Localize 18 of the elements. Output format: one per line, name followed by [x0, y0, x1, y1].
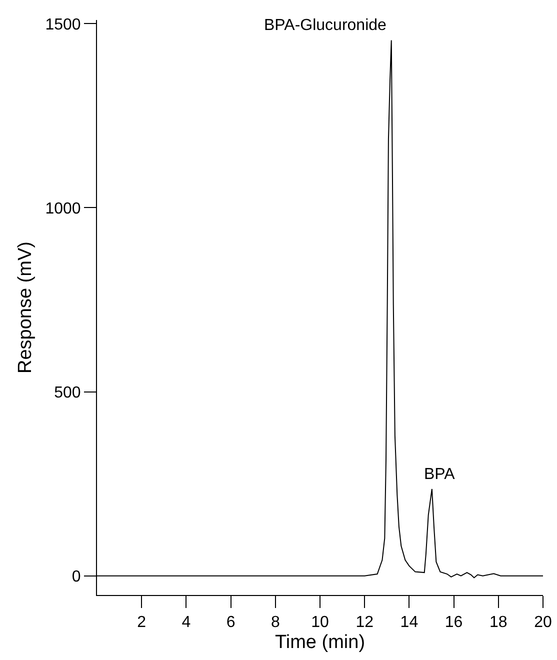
- x-tick-label: 16: [444, 614, 463, 632]
- x-tick-label: 10: [311, 614, 329, 632]
- annotation: BPA: [424, 466, 456, 483]
- y-tick-label: 500: [54, 384, 81, 402]
- x-tick-label: 12: [356, 614, 374, 632]
- x-axis-title: Time (min): [274, 632, 366, 653]
- x-tick-label: 20: [534, 614, 552, 632]
- y-axis-title: Response (mV): [15, 242, 36, 374]
- x-tick-label: 4: [182, 614, 191, 632]
- y-tick-label: 1500: [45, 16, 81, 34]
- y-tick-label: 1000: [45, 200, 81, 218]
- x-tick-label: 2: [137, 614, 146, 632]
- x-tick-label: 18: [490, 614, 508, 632]
- annotation: BPA-Glucuronide: [264, 17, 387, 34]
- x-tick-label: 14: [400, 614, 418, 632]
- x-tick-label: 6: [226, 614, 236, 632]
- y-tick-label: 0: [72, 568, 81, 586]
- x-tick-label: 8: [270, 614, 280, 632]
